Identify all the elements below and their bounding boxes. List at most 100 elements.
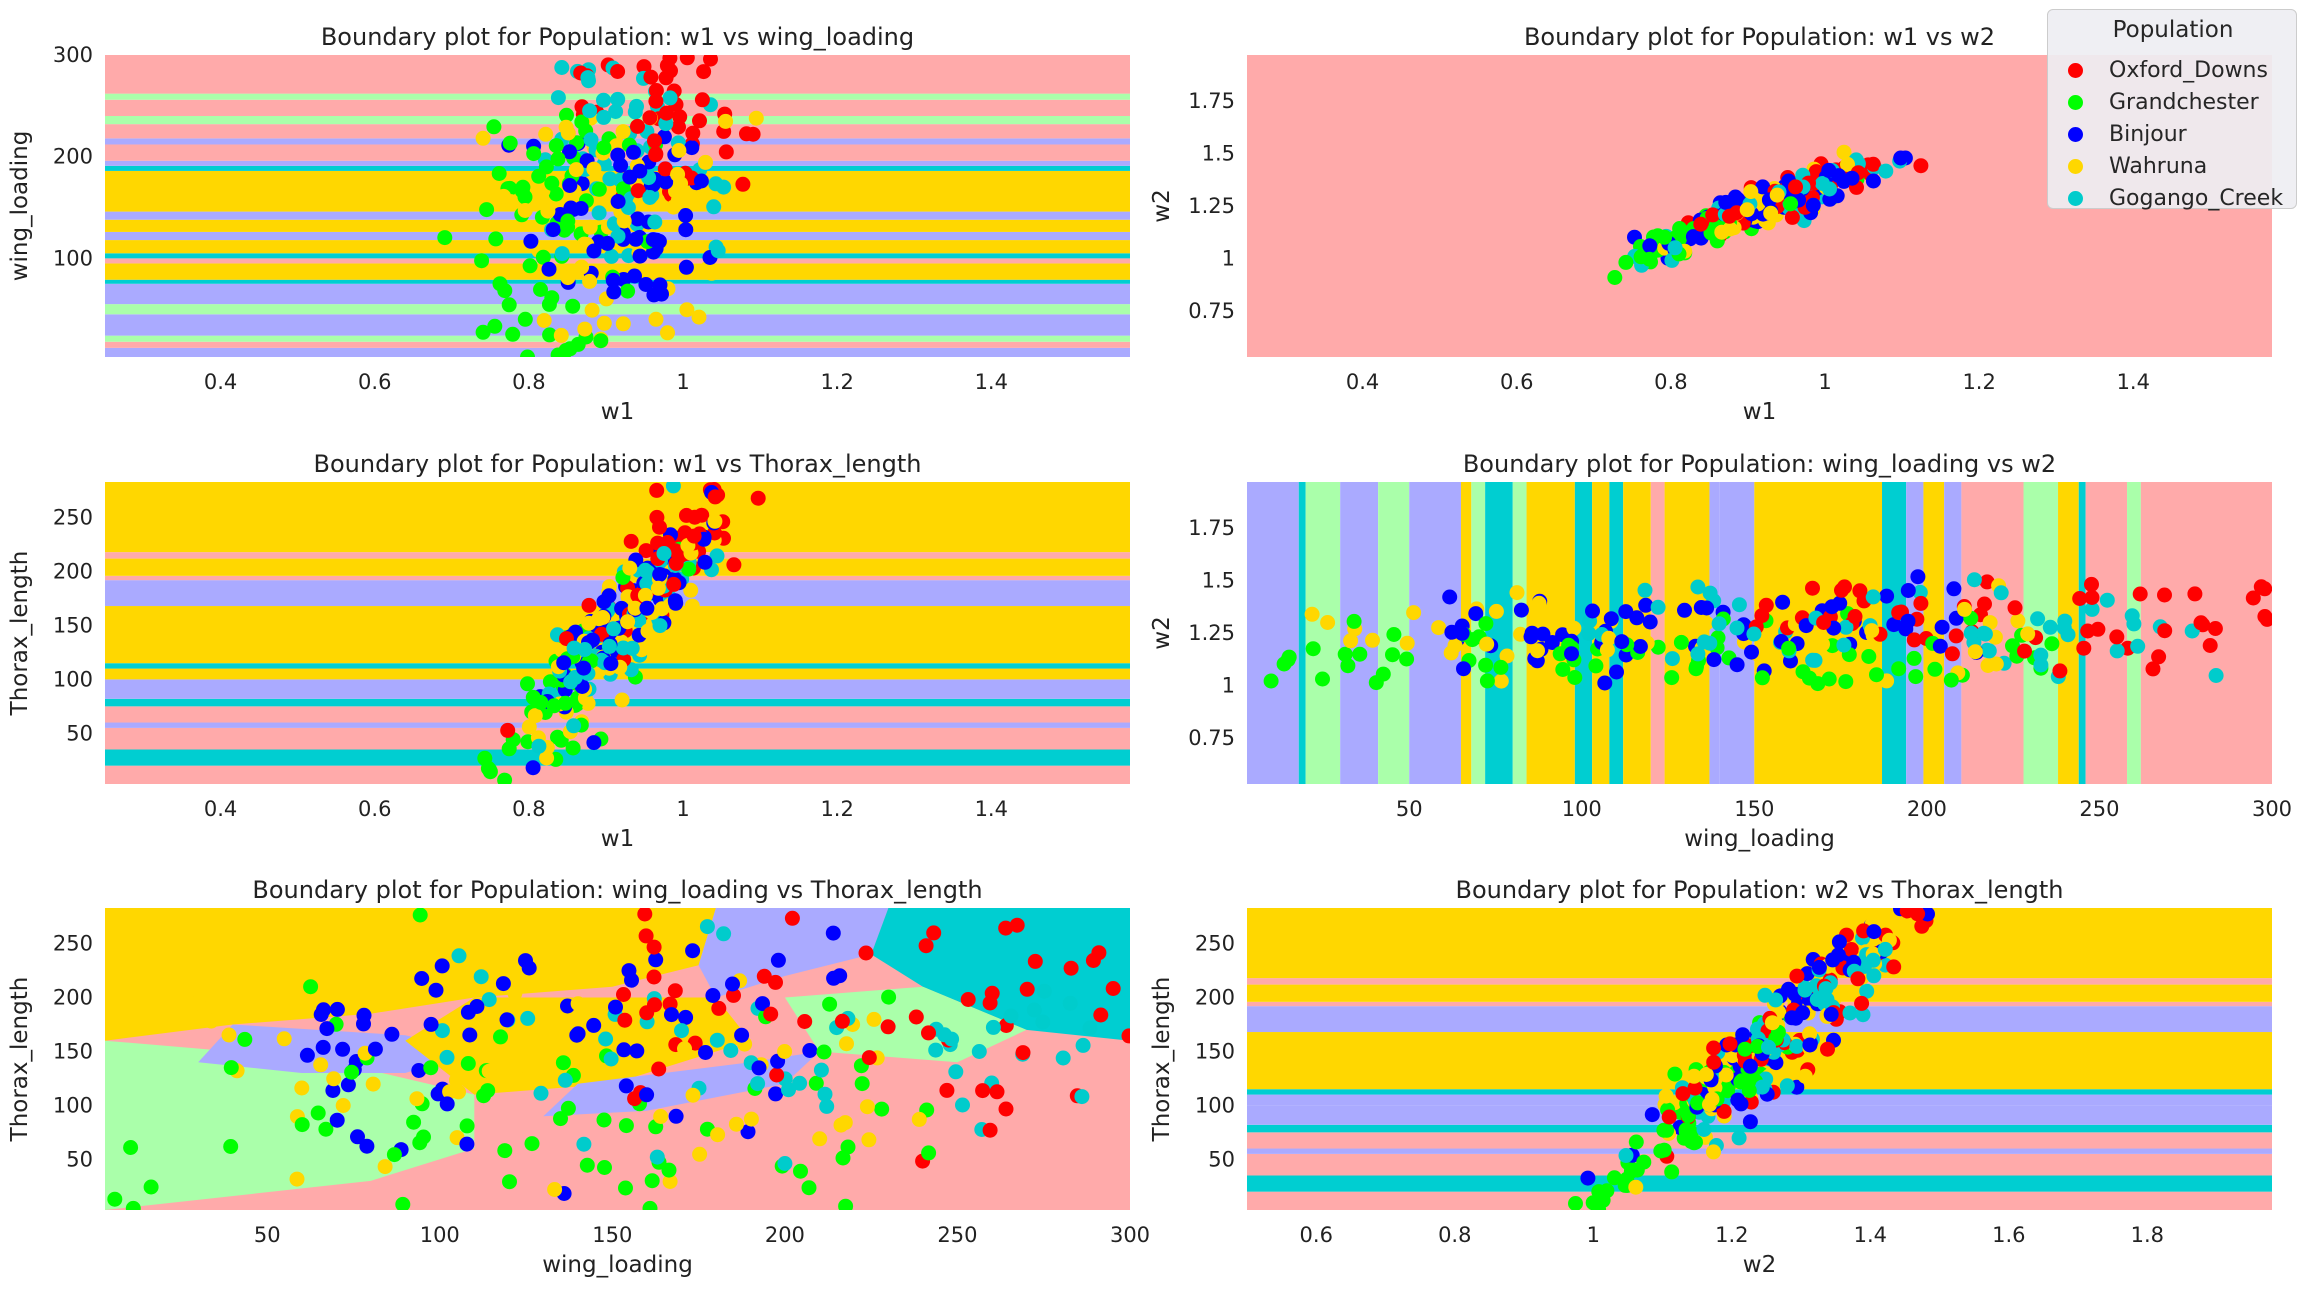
data-point — [577, 321, 593, 337]
data-point — [704, 265, 720, 281]
data-point — [1821, 671, 1837, 687]
data-point — [685, 943, 701, 959]
data-point — [1499, 648, 1515, 664]
decision-region — [105, 347, 1130, 357]
data-point — [1653, 1143, 1669, 1159]
data-point — [1493, 659, 1509, 675]
data-point — [203, 1013, 219, 1029]
data-point — [577, 642, 593, 657]
data-point — [921, 1145, 937, 1161]
subplot-1: 0.4 0.6 0.8 1 1.2 1.4 100 200 300 Boundary plot f… — [7, 23, 1130, 425]
data-point — [833, 1117, 849, 1133]
decision-region — [105, 116, 1130, 125]
decision-region — [1305, 482, 1341, 784]
data-point — [838, 1198, 854, 1210]
data-point — [475, 130, 491, 146]
data-point — [2090, 621, 2106, 637]
data-point — [582, 219, 598, 235]
data-point — [1642, 238, 1658, 254]
data-point — [1743, 184, 1759, 200]
data-point — [1690, 1095, 1706, 1111]
y-axis-label: Thorax_length — [7, 977, 33, 1143]
data-point — [2109, 643, 2125, 659]
data-point — [637, 562, 653, 578]
data-point — [1693, 600, 1709, 615]
data-point — [639, 576, 655, 592]
data-point — [2084, 590, 2100, 605]
data-point — [596, 1112, 612, 1128]
data-point — [2056, 620, 2072, 636]
data-point — [1689, 659, 1704, 674]
data-point — [474, 253, 490, 269]
data-point — [1729, 620, 1745, 636]
data-point — [709, 548, 725, 564]
data-point — [647, 214, 663, 230]
data-point — [743, 1111, 759, 1127]
y-axis-label: wing_loading — [7, 131, 33, 282]
data-point — [610, 228, 626, 244]
data-point — [2132, 586, 2148, 602]
data-point — [582, 273, 598, 289]
x-axis-label: wing_loading — [542, 1252, 693, 1278]
data-point — [294, 1117, 310, 1133]
data-point — [548, 138, 564, 154]
data-point — [492, 276, 508, 292]
data-point — [1967, 644, 1983, 660]
data-point — [1667, 1066, 1683, 1082]
data-point — [319, 1021, 335, 1037]
x-tick-label: 1.2 — [1962, 370, 1995, 394]
data-point — [1628, 1179, 1644, 1195]
data-point — [918, 938, 934, 954]
data-point — [674, 1023, 689, 1039]
x-tick-label: 1 — [1587, 1223, 1600, 1247]
chart-title: Boundary plot for Population: wing_loadi… — [1463, 450, 2056, 478]
data-point — [2193, 615, 2209, 631]
data-point — [2259, 611, 2272, 627]
data-point — [955, 1097, 970, 1113]
x-tick-label: 0.8 — [1654, 370, 1687, 394]
data-point — [649, 482, 665, 498]
decision-region — [1247, 1094, 2272, 1106]
data-point — [423, 1060, 439, 1076]
decision-region — [105, 335, 1130, 342]
legend-marker — [2068, 126, 2083, 142]
data-point — [602, 171, 618, 187]
data-point — [679, 55, 695, 66]
data-point — [1352, 646, 1368, 662]
y-tick-label: 250 — [53, 506, 93, 530]
data-point — [469, 999, 485, 1014]
data-point — [1764, 1015, 1780, 1031]
y-tick-label: 1 — [1222, 246, 1235, 270]
data-point — [808, 1075, 824, 1091]
data-point — [728, 1116, 744, 1132]
data-point — [1830, 947, 1846, 963]
data-point — [525, 760, 541, 776]
data-point — [1702, 585, 1718, 601]
data-point — [316, 1002, 331, 1018]
x-tick-label: 50 — [254, 1223, 281, 1247]
data-point — [488, 231, 504, 247]
x-tick-label: 0.8 — [1438, 1223, 1471, 1247]
data-point — [497, 1143, 513, 1159]
data-point — [755, 996, 770, 1012]
data-point — [550, 729, 565, 745]
data-point — [221, 1027, 237, 1043]
data-point — [428, 982, 444, 998]
data-point — [1074, 1089, 1090, 1105]
data-point — [556, 345, 572, 357]
data-point — [1932, 638, 1948, 654]
data-point — [1864, 623, 1880, 639]
data-point — [1769, 187, 1785, 203]
data-point — [520, 349, 535, 357]
data-point — [1656, 1122, 1672, 1138]
data-point — [1797, 1068, 1813, 1084]
data-point — [1988, 656, 2004, 672]
data-point — [630, 183, 646, 199]
data-point — [556, 655, 572, 671]
data-point — [1754, 1079, 1770, 1095]
data-point — [1805, 580, 1820, 596]
data-point — [711, 1000, 727, 1016]
data-point — [645, 232, 661, 248]
data-point — [313, 1057, 329, 1073]
